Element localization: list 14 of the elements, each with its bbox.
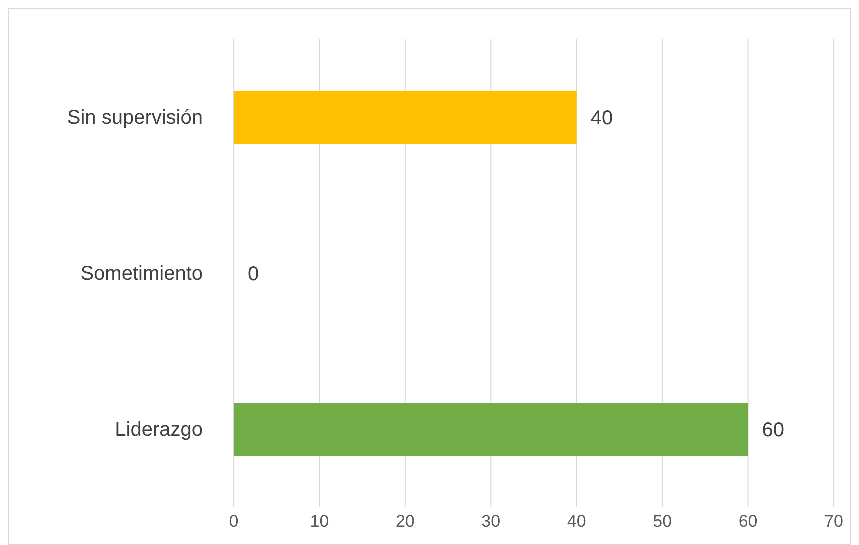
x-tick-label: 60: [738, 512, 758, 532]
x-tick-label: 0: [229, 512, 239, 532]
data-label: 60: [762, 420, 785, 442]
x-tick-label: 30: [482, 512, 501, 532]
data-label: 0: [248, 264, 260, 286]
x-tick-label: 70: [824, 512, 844, 532]
y-tick-label: Sin supervisión: [67, 107, 203, 130]
data-label: 40: [590, 108, 614, 130]
x-tick-label: 10: [310, 512, 330, 532]
x-tick-label: 50: [653, 512, 672, 532]
y-tick-label: Liderazgo: [115, 419, 203, 442]
x-tick-label: 20: [396, 512, 415, 532]
x-tick-label: 40: [567, 512, 586, 532]
y-tick-label: Sometimiento: [80, 263, 203, 286]
